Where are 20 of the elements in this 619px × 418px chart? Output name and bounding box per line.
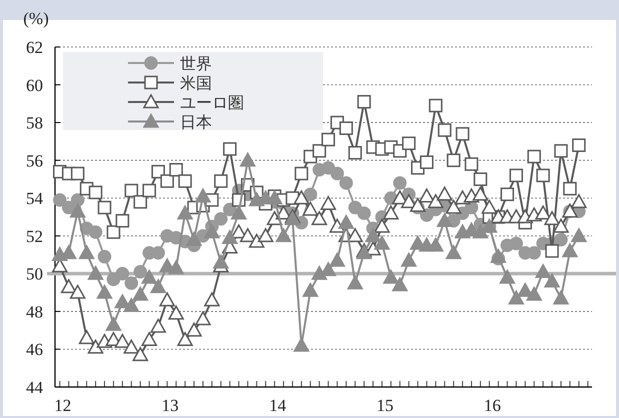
y-tick-label: 56 [26,151,43,170]
y-tick-label: 58 [26,114,43,133]
y-tick-label: 48 [26,302,43,322]
x-tick-label: 15 [376,396,394,415]
x-tick-label: 12 [54,396,72,415]
y-tick-label: 52 [26,226,43,246]
y-tick-label: 44 [26,378,44,397]
legend-label: 世界 [180,55,212,73]
legend-label: 日本 [180,114,212,132]
y-tick-label: 50 [26,264,43,284]
legend-label: ユーロ圏 [180,95,244,112]
y-tick-label: 46 [26,340,43,360]
x-tick-label: 16 [484,396,501,415]
x-tick-label: 14 [269,396,287,415]
y-axis-title: (%) [23,9,49,28]
y-tick-label: 54 [26,189,44,208]
y-tick-label: 62 [26,38,43,57]
y-tick-label: 60 [26,76,43,95]
legend-label: 米国 [180,74,212,92]
x-tick-label: 13 [162,396,179,415]
